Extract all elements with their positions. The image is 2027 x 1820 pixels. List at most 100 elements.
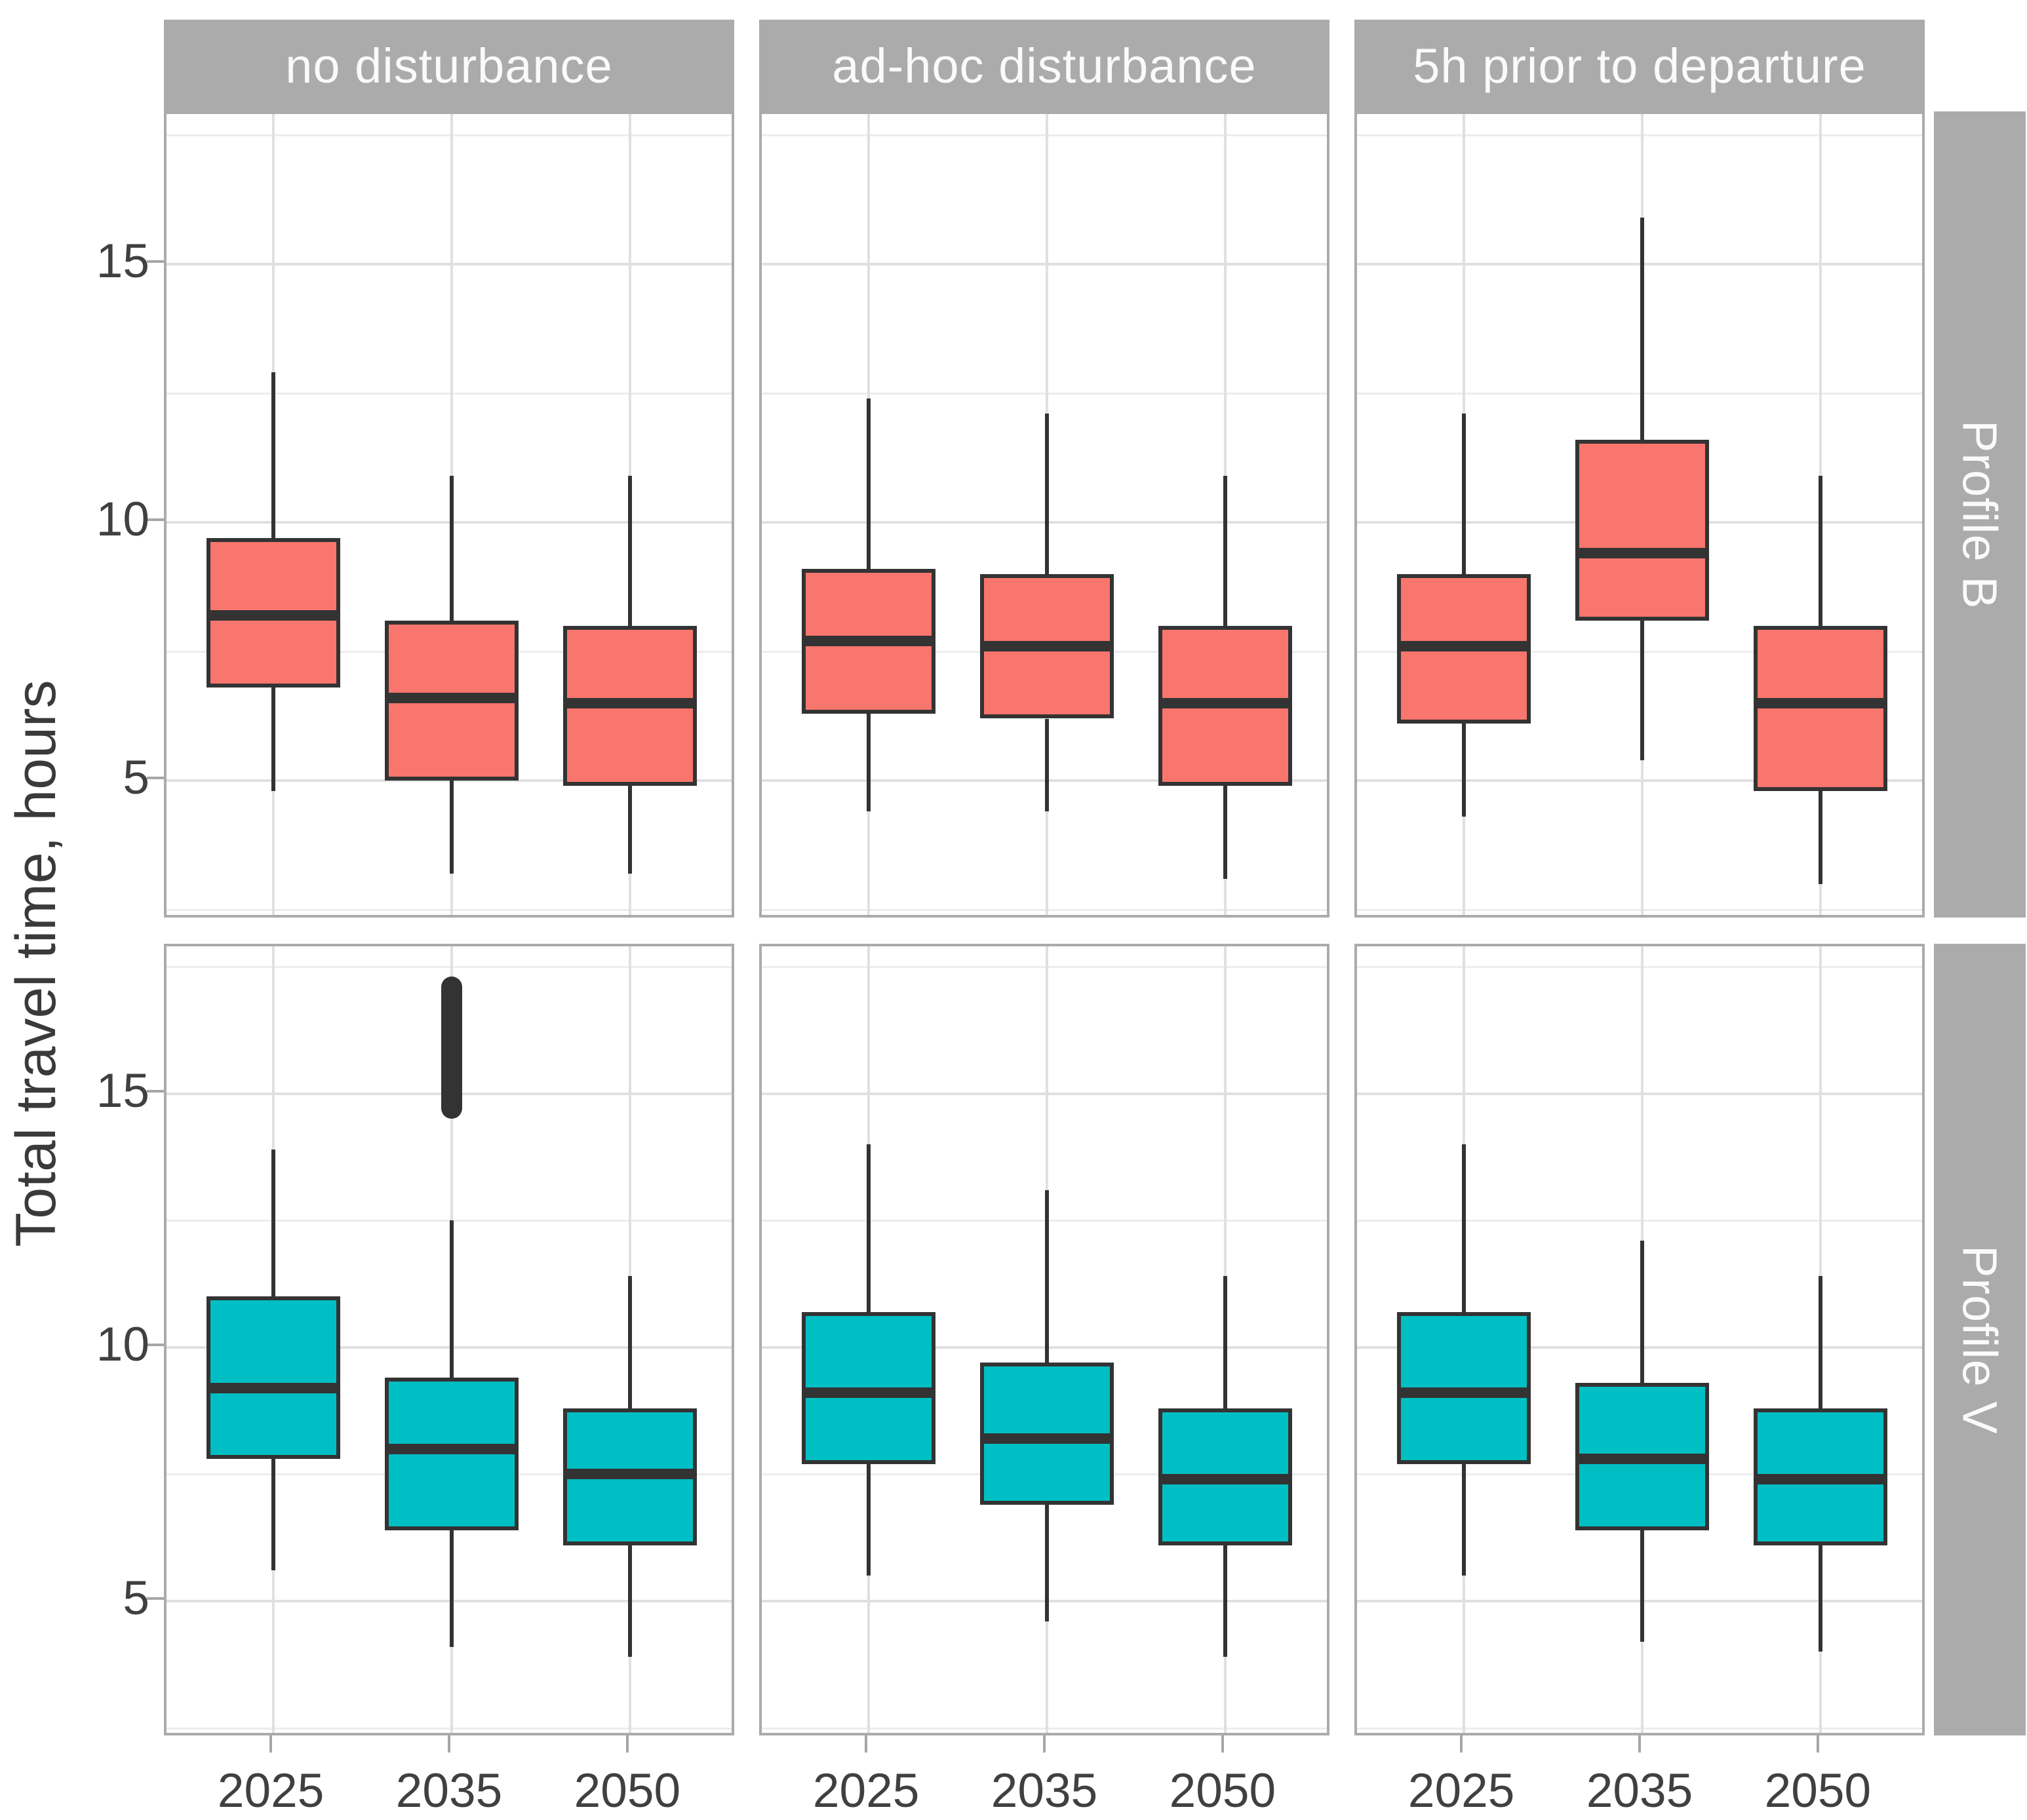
gridline-major-y: [1357, 1346, 1922, 1349]
gridline-minor-y: [1357, 392, 1922, 395]
median-line: [1158, 1474, 1292, 1485]
x-tick-mark: [1043, 1735, 1046, 1752]
gridline-minor-y: [762, 1220, 1327, 1222]
gridline-major-y: [167, 1599, 732, 1602]
gridline-minor-y: [167, 909, 732, 912]
y-tick-mark: [147, 1597, 164, 1600]
x-tick-mark: [625, 1735, 629, 1752]
whisker-lower: [271, 687, 276, 791]
whisker-upper: [1462, 1144, 1466, 1312]
gridline-minor-y: [762, 134, 1327, 136]
whisker-lower: [1640, 1530, 1644, 1642]
x-tick-label: 2050: [1764, 1764, 1872, 1817]
whisker-lower: [1818, 1545, 1822, 1652]
whisker-lower: [1223, 786, 1227, 879]
whisker-upper: [627, 1276, 632, 1408]
gridline-major-y: [762, 1346, 1327, 1349]
gridline-major-y: [167, 779, 732, 783]
median-line: [207, 1382, 341, 1393]
x-tick-label: 2025: [217, 1764, 325, 1817]
gridline-minor-y: [167, 392, 732, 395]
gridline-minor-y: [1357, 134, 1922, 136]
gridline-minor-y: [1357, 1220, 1922, 1222]
whisker-lower: [1223, 1545, 1227, 1657]
x-tick-label: 2035: [395, 1764, 503, 1817]
gridline-major-y: [762, 779, 1327, 783]
y-axis-title: Total travel time, hours: [5, 680, 68, 1247]
gridline-minor-y: [167, 134, 732, 136]
gridline-major-y: [762, 1599, 1327, 1602]
x-tick-label: 2025: [1407, 1764, 1515, 1817]
whisker-upper: [1045, 1190, 1049, 1363]
whisker-lower: [450, 1530, 454, 1647]
whisker-upper: [1640, 1241, 1644, 1383]
gridline-major-y: [1357, 1599, 1922, 1602]
y-tick-label: 10: [96, 492, 149, 546]
median-line: [980, 1433, 1114, 1444]
panel: [1354, 944, 1925, 1735]
y-tick-label: 10: [96, 1317, 149, 1371]
gridline-major-y: [1357, 1092, 1922, 1095]
median-line: [1753, 1474, 1887, 1485]
gridline-major-y: [1357, 262, 1922, 265]
x-tick-label: 2050: [1169, 1764, 1276, 1817]
facet-row-strip: Profile B: [1934, 111, 2026, 918]
whisker-upper: [450, 475, 454, 621]
boxplot-box: [1575, 439, 1709, 621]
y-tick-mark: [147, 1089, 164, 1093]
y-tick-mark: [147, 1343, 164, 1346]
whisker-upper: [867, 1144, 871, 1312]
gridline-major-y: [167, 520, 732, 524]
whisker-lower: [1462, 724, 1466, 817]
panel: [164, 944, 734, 1735]
y-tick-mark: [147, 260, 164, 263]
facet-column-strip: 5h prior to departure: [1354, 20, 1925, 111]
x-tick-mark: [865, 1735, 868, 1752]
outlier-cluster: [441, 977, 462, 1119]
panel: [1354, 111, 1925, 918]
whisker-upper: [1223, 1276, 1227, 1408]
y-tick-label: 5: [123, 751, 149, 805]
whisker-lower: [271, 1459, 276, 1571]
median-line: [802, 1387, 936, 1399]
gridline-minor-y: [762, 965, 1327, 968]
median-line: [1575, 1454, 1709, 1465]
x-tick-label: 2035: [1586, 1764, 1693, 1817]
gridline-minor-y: [167, 1727, 732, 1730]
whisker-lower: [1462, 1463, 1466, 1576]
median-line: [207, 610, 341, 621]
whisker-lower: [627, 786, 632, 874]
median-line: [1158, 697, 1292, 708]
whisker-upper: [1818, 475, 1822, 626]
whisker-lower: [1045, 1504, 1049, 1621]
x-tick-mark: [1816, 1735, 1819, 1752]
x-tick-mark: [269, 1735, 273, 1752]
x-tick-label: 2025: [812, 1764, 920, 1817]
gridline-minor-y: [167, 1220, 732, 1222]
x-tick-mark: [1460, 1735, 1463, 1752]
whisker-upper: [450, 1220, 454, 1378]
whisker-lower: [450, 781, 454, 874]
x-tick-label: 2050: [574, 1764, 681, 1817]
whisker-lower: [867, 713, 871, 812]
median-line: [980, 641, 1114, 652]
whisker-lower: [1640, 620, 1644, 760]
gridline-minor-y: [762, 1727, 1327, 1730]
median-line: [1753, 697, 1887, 708]
median-line: [802, 636, 936, 647]
median-line: [385, 1443, 519, 1454]
gridline-minor-y: [167, 965, 732, 968]
gridline-minor-y: [1357, 965, 1922, 968]
whisker-lower: [627, 1545, 632, 1657]
whisker-upper: [1045, 414, 1049, 574]
y-tick-mark: [147, 777, 164, 780]
median-line: [562, 697, 697, 708]
whisker-upper: [1640, 217, 1644, 440]
whisker-upper: [271, 372, 276, 538]
gridline-minor-y: [1357, 909, 1922, 912]
gridline-major-y: [762, 1092, 1327, 1095]
facet-column-strip: ad-hoc disturbance: [759, 20, 1329, 111]
y-tick-label: 15: [96, 1064, 149, 1117]
gridline-major-y: [167, 1346, 732, 1349]
median-line: [562, 1469, 697, 1480]
